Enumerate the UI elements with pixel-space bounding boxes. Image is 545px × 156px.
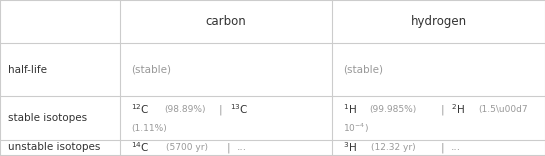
Text: unstable isotopes: unstable isotopes [8,142,100,152]
Text: ...: ... [451,142,462,152]
Text: hydrogen: hydrogen [411,15,467,28]
Text: (1.11%): (1.11%) [131,124,167,133]
Text: $^{1}$H: $^{1}$H [343,102,357,116]
Text: (stable): (stable) [343,65,383,75]
Text: half-life: half-life [8,65,47,75]
Text: carbon: carbon [206,15,246,28]
Text: $^{2}$H: $^{2}$H [451,102,465,116]
Text: |: | [440,104,444,115]
Text: $10^{-4}$): $10^{-4}$) [343,122,369,135]
Text: (1.5\u00d7: (1.5\u00d7 [479,105,528,114]
Text: (5700 yr): (5700 yr) [166,143,208,152]
Text: ...: ... [237,142,247,152]
Text: $^{12}$C: $^{12}$C [131,102,149,116]
Text: (99.985%): (99.985%) [370,105,417,114]
Text: $^{13}$C: $^{13}$C [230,102,249,116]
Text: $^{14}$C: $^{14}$C [131,140,149,154]
Text: |: | [226,142,230,153]
Text: |: | [440,142,444,153]
Text: |: | [219,104,223,115]
Text: stable isotopes: stable isotopes [8,113,87,123]
Text: (stable): (stable) [131,65,171,75]
Text: (98.89%): (98.89%) [165,105,206,114]
Text: (12.32 yr): (12.32 yr) [371,143,415,152]
Text: $^{3}$H: $^{3}$H [343,140,357,154]
